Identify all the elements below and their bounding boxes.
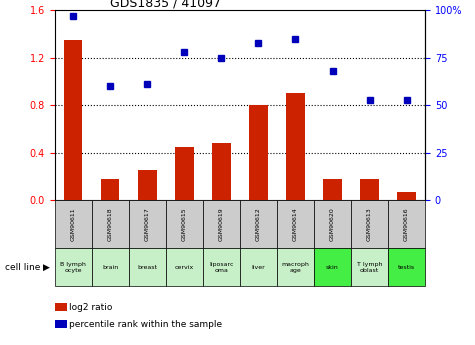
FancyBboxPatch shape bbox=[351, 200, 388, 248]
FancyBboxPatch shape bbox=[277, 248, 314, 286]
Bar bbox=[101, 179, 120, 200]
FancyBboxPatch shape bbox=[351, 248, 388, 286]
FancyBboxPatch shape bbox=[314, 200, 351, 248]
Text: GDS1835 / 41097: GDS1835 / 41097 bbox=[110, 0, 221, 9]
Text: liposarc
oma: liposarc oma bbox=[209, 262, 234, 273]
Text: T lymph
oblast: T lymph oblast bbox=[357, 262, 382, 273]
Bar bbox=[361, 179, 379, 200]
Bar bbox=[286, 93, 305, 200]
Text: skin: skin bbox=[326, 265, 339, 270]
Text: GSM90612: GSM90612 bbox=[256, 207, 261, 241]
Bar bbox=[397, 192, 416, 200]
FancyBboxPatch shape bbox=[55, 200, 92, 248]
Text: GSM90614: GSM90614 bbox=[293, 207, 298, 241]
Text: macroph
age: macroph age bbox=[282, 262, 309, 273]
FancyBboxPatch shape bbox=[314, 248, 351, 286]
Text: ▶: ▶ bbox=[43, 263, 50, 272]
FancyBboxPatch shape bbox=[203, 200, 240, 248]
FancyBboxPatch shape bbox=[277, 200, 314, 248]
FancyBboxPatch shape bbox=[166, 200, 203, 248]
Bar bbox=[323, 179, 342, 200]
Text: cervix: cervix bbox=[175, 265, 194, 270]
Text: GSM90617: GSM90617 bbox=[145, 207, 150, 241]
Text: testis: testis bbox=[398, 265, 415, 270]
Bar bbox=[175, 147, 194, 200]
Text: GSM90613: GSM90613 bbox=[367, 207, 372, 241]
Text: GSM90611: GSM90611 bbox=[71, 207, 76, 241]
FancyBboxPatch shape bbox=[166, 248, 203, 286]
FancyBboxPatch shape bbox=[129, 200, 166, 248]
FancyBboxPatch shape bbox=[240, 200, 277, 248]
Text: liver: liver bbox=[252, 265, 265, 270]
Text: percentile rank within the sample: percentile rank within the sample bbox=[69, 320, 222, 329]
FancyBboxPatch shape bbox=[92, 200, 129, 248]
FancyBboxPatch shape bbox=[92, 248, 129, 286]
Text: brain: brain bbox=[102, 265, 118, 270]
Bar bbox=[249, 105, 267, 200]
Text: B lymph
ocyte: B lymph ocyte bbox=[60, 262, 86, 273]
FancyBboxPatch shape bbox=[240, 248, 277, 286]
FancyBboxPatch shape bbox=[388, 248, 425, 286]
Text: cell line: cell line bbox=[5, 263, 40, 272]
FancyBboxPatch shape bbox=[129, 248, 166, 286]
FancyBboxPatch shape bbox=[203, 248, 240, 286]
Bar bbox=[212, 143, 231, 200]
Text: GSM90616: GSM90616 bbox=[404, 207, 409, 241]
Bar bbox=[64, 40, 83, 200]
Text: GSM90620: GSM90620 bbox=[330, 207, 335, 241]
FancyBboxPatch shape bbox=[55, 248, 92, 286]
Text: GSM90615: GSM90615 bbox=[182, 207, 187, 241]
Text: breast: breast bbox=[137, 265, 157, 270]
Text: GSM90619: GSM90619 bbox=[219, 207, 224, 241]
FancyBboxPatch shape bbox=[388, 200, 425, 248]
Text: GSM90618: GSM90618 bbox=[108, 207, 113, 241]
Text: log2 ratio: log2 ratio bbox=[69, 303, 112, 312]
Bar bbox=[138, 170, 157, 200]
